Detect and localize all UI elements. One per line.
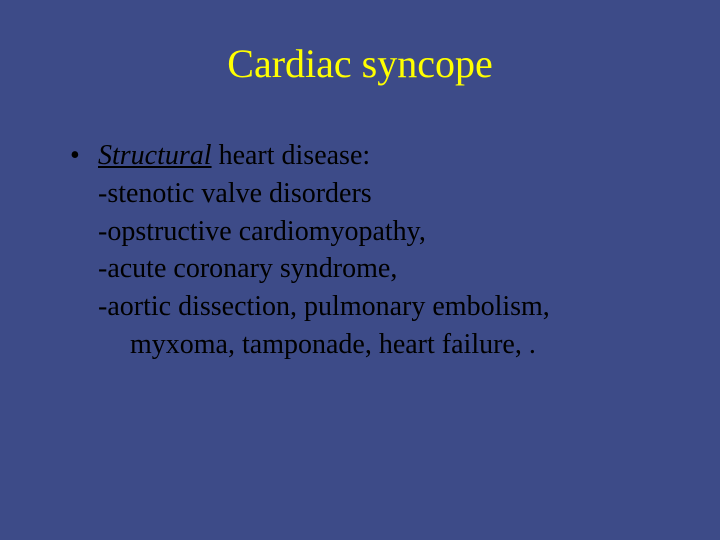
- slide-title: Cardiac syncope: [0, 40, 720, 87]
- slide: Cardiac syncope • Structural heart disea…: [0, 0, 720, 540]
- body-line: -aortic dissection, pulmonary embolism,: [70, 288, 660, 326]
- bullet-lead-rest: heart disease:: [212, 140, 371, 171]
- bullet-lead: Structural heart disease:: [98, 137, 660, 175]
- body-line: -opstructive cardiomyopathy,: [70, 213, 660, 251]
- bullet-lead-emphasis: Structural: [98, 140, 212, 171]
- body-line: -stenotic valve disorders: [70, 175, 660, 213]
- slide-content: • Structural heart disease: -stenotic va…: [0, 137, 720, 364]
- bullet-row: • Structural heart disease:: [70, 137, 660, 175]
- bullet-marker: •: [70, 137, 98, 175]
- body-line-wrap: myxoma, tamponade, heart failure, .: [70, 326, 660, 364]
- body-line: -acute coronary syndrome,: [70, 250, 660, 288]
